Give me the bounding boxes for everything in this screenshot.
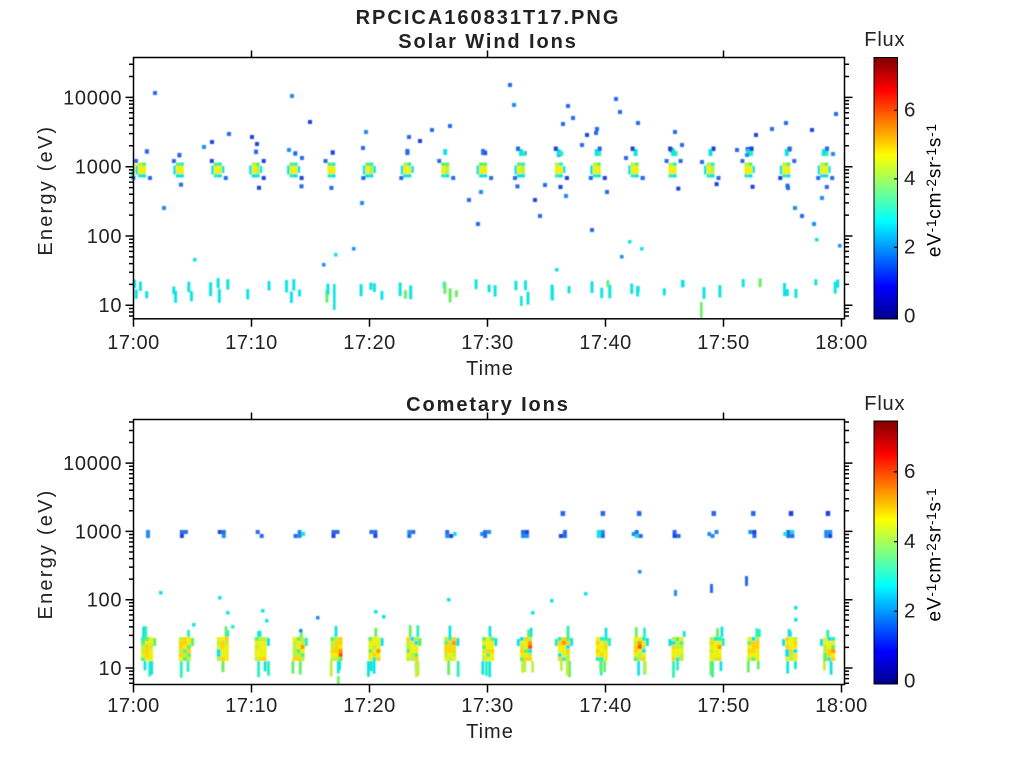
svg-text:17:30: 17:30 (461, 332, 514, 354)
svg-text:17:50: 17:50 (697, 695, 750, 717)
svg-text:Solar Wind Ions: Solar Wind Ions (398, 31, 577, 53)
svg-text:Time: Time (466, 721, 514, 743)
svg-text:Energy (eV): Energy (eV) (35, 125, 57, 256)
svg-text:10: 10 (99, 658, 123, 680)
svg-text:17:10: 17:10 (225, 332, 278, 354)
svg-text:17:00: 17:00 (107, 695, 160, 717)
svg-text:1000: 1000 (75, 521, 122, 543)
svg-text:10000: 10000 (63, 87, 122, 109)
svg-text:1000: 1000 (75, 157, 122, 179)
svg-text:100: 100 (87, 226, 122, 248)
svg-text:10: 10 (99, 295, 123, 317)
svg-text:RPCICA160831T17.PNG: RPCICA160831T17.PNG (356, 7, 621, 29)
svg-text:17:10: 17:10 (225, 695, 278, 717)
svg-text:4: 4 (904, 530, 915, 553)
svg-text:2: 2 (904, 236, 915, 259)
svg-text:Energy (eV): Energy (eV) (35, 489, 57, 620)
svg-text:17:20: 17:20 (343, 695, 396, 717)
svg-text:17:30: 17:30 (461, 695, 514, 717)
svg-text:18:00: 18:00 (815, 332, 868, 354)
svg-text:Cometary Ions: Cometary Ions (406, 394, 570, 416)
svg-text:6: 6 (904, 460, 915, 483)
svg-text:17:40: 17:40 (579, 695, 632, 717)
svg-text:4: 4 (904, 167, 915, 190)
svg-text:Time: Time (466, 358, 514, 380)
svg-text:0: 0 (904, 669, 915, 692)
svg-text:100: 100 (87, 590, 122, 612)
svg-text:2: 2 (904, 600, 915, 623)
svg-text:0: 0 (904, 304, 915, 327)
svg-text:6: 6 (904, 99, 915, 122)
svg-text:Flux: Flux (864, 29, 905, 51)
svg-text:18:00: 18:00 (815, 695, 868, 717)
svg-text:17:40: 17:40 (579, 332, 632, 354)
svg-text:17:00: 17:00 (107, 332, 160, 354)
svg-text:17:50: 17:50 (697, 332, 750, 354)
svg-text:10000: 10000 (63, 453, 122, 475)
svg-text:Flux: Flux (864, 393, 905, 415)
svg-text:17:20: 17:20 (343, 332, 396, 354)
